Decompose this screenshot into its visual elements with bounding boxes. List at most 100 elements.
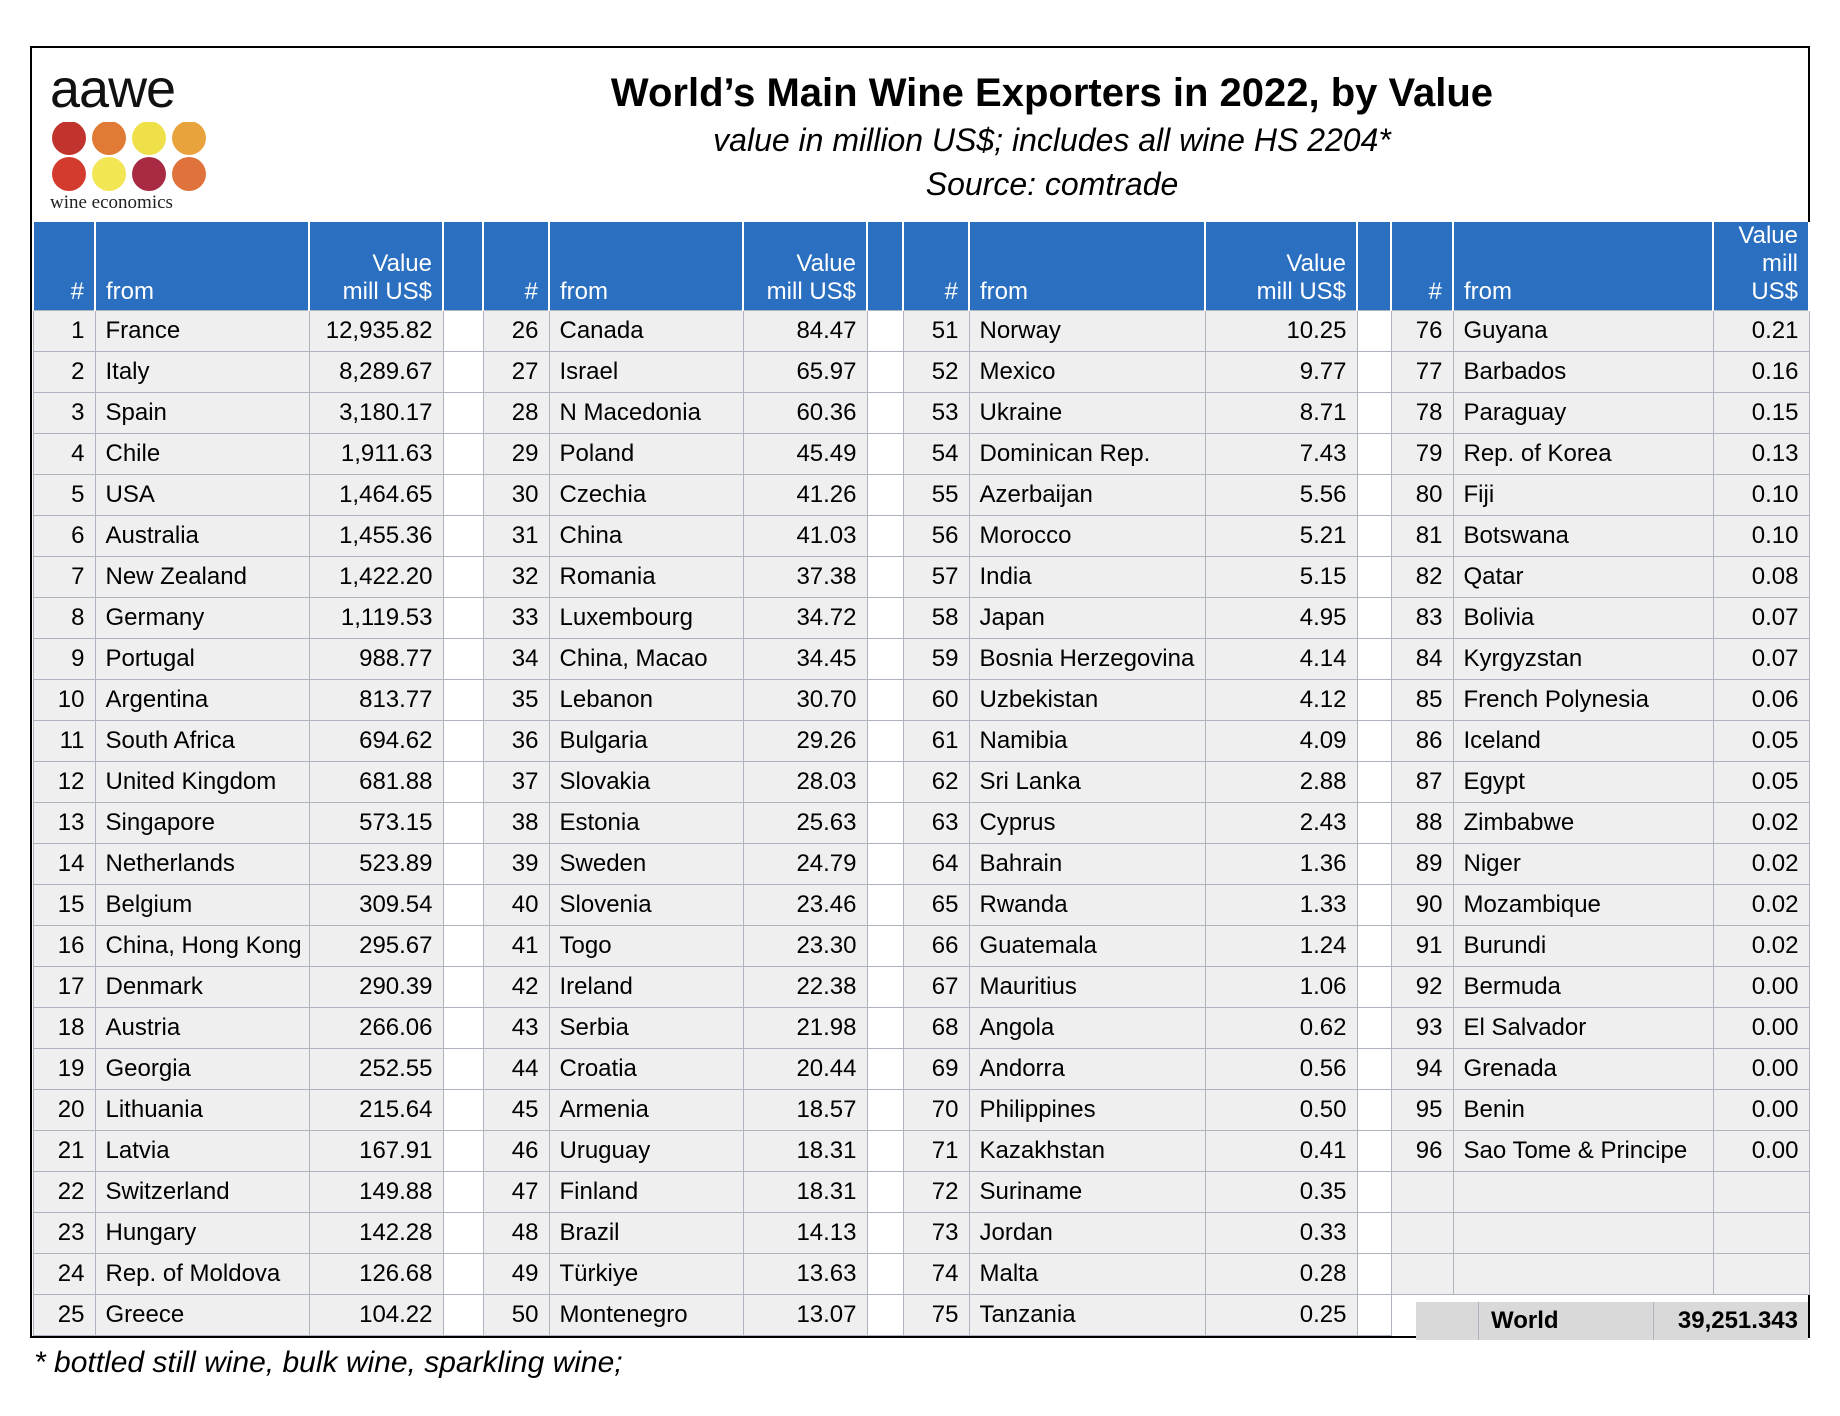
exporters-table: # from Value mill US$ # from Value mill US$ # fro…	[32, 222, 1810, 1336]
value-cell: 60.36	[742, 392, 868, 434]
value-cell: 84.47	[742, 310, 868, 352]
column-gap	[442, 720, 484, 762]
country-cell: Estonia	[548, 802, 744, 844]
world-value: 39,251.343	[1653, 1302, 1808, 1340]
value-cell: 2.88	[1204, 761, 1358, 803]
country-cell: Philippines	[968, 1089, 1206, 1131]
table-row: 12 United Kingdom 681.88 37 Slovakia 28.03 62 S…	[32, 761, 1810, 803]
rank-cell	[1390, 1253, 1454, 1295]
rank-cell: 58	[902, 597, 970, 639]
value-cell: 9.77	[1204, 351, 1358, 393]
country-cell: Namibia	[968, 720, 1206, 762]
value-cell: 0.06	[1712, 679, 1810, 721]
country-cell: China	[548, 515, 744, 557]
value-cell: 149.88	[308, 1171, 444, 1213]
rank-cell: 83	[1390, 597, 1454, 639]
column-gap	[1356, 966, 1392, 1008]
country-cell: Poland	[548, 433, 744, 475]
header-value: Value mill US$	[308, 222, 444, 311]
country-cell: Angola	[968, 1007, 1206, 1049]
column-gap	[442, 679, 484, 721]
rank-cell: 73	[902, 1212, 970, 1254]
country-cell: China, Macao	[548, 638, 744, 680]
country-cell: Singapore	[94, 802, 310, 844]
country-cell: Chile	[94, 433, 310, 475]
country-cell: Germany	[94, 597, 310, 639]
table-row: 5 USA 1,464.65 30 Czechia 41.26 55 Azerbaijan 5.…	[32, 474, 1810, 516]
country-cell: Czechia	[548, 474, 744, 516]
rank-cell: 1	[32, 310, 96, 352]
value-cell: 1.36	[1204, 843, 1358, 885]
rank-cell: 4	[32, 433, 96, 475]
column-gap	[866, 884, 904, 926]
value-cell: 1,464.65	[308, 474, 444, 516]
country-cell: Croatia	[548, 1048, 744, 1090]
logo-wordmark: aawe	[50, 59, 176, 119]
country-cell: Norway	[968, 310, 1206, 352]
column-gap	[1356, 597, 1392, 639]
column-gap	[442, 638, 484, 680]
value-cell: 41.03	[742, 515, 868, 557]
value-cell: 523.89	[308, 843, 444, 885]
column-gap	[866, 1130, 904, 1172]
country-cell: Rep. of Korea	[1452, 433, 1714, 475]
value-cell: 0.33	[1204, 1212, 1358, 1254]
rank-cell: 80	[1390, 474, 1454, 516]
value-cell: 4.95	[1204, 597, 1358, 639]
value-cell: 0.05	[1712, 761, 1810, 803]
column-gap	[1356, 1089, 1392, 1131]
rank-cell: 12	[32, 761, 96, 803]
column-gap	[1356, 310, 1392, 352]
country-cell: China, Hong Kong	[94, 925, 310, 967]
rank-cell: 69	[902, 1048, 970, 1090]
rank-cell: 21	[32, 1130, 96, 1172]
rank-cell: 30	[482, 474, 550, 516]
column-gap	[1356, 1253, 1392, 1295]
rank-cell: 40	[482, 884, 550, 926]
rank-cell: 78	[1390, 392, 1454, 434]
value-cell: 1,911.63	[308, 433, 444, 475]
column-gap	[1356, 392, 1392, 434]
rank-cell: 26	[482, 310, 550, 352]
column-gap	[866, 679, 904, 721]
country-cell: Luxembourg	[548, 597, 744, 639]
country-cell: Uzbekistan	[968, 679, 1206, 721]
header-value-line2: mill US$	[1256, 278, 1346, 305]
header-value: Value mill US$	[1204, 222, 1358, 311]
value-cell: 65.97	[742, 351, 868, 393]
logo-dot	[52, 122, 86, 155]
rank-cell: 71	[902, 1130, 970, 1172]
rank-cell: 68	[902, 1007, 970, 1049]
value-cell: 0.41	[1204, 1130, 1358, 1172]
world-rank-cell	[1416, 1302, 1478, 1340]
rank-cell: 85	[1390, 679, 1454, 721]
value-cell: 5.56	[1204, 474, 1358, 516]
header-rank: #	[32, 222, 96, 311]
country-cell: Japan	[968, 597, 1206, 639]
value-cell: 0.02	[1712, 802, 1810, 844]
rank-cell: 20	[32, 1089, 96, 1131]
column-gap	[866, 474, 904, 516]
table-row: 10 Argentina 813.77 35 Lebanon 30.70 60 Uzbekis…	[32, 679, 1810, 721]
column-gap	[866, 925, 904, 967]
rank-cell: 22	[32, 1171, 96, 1213]
country-cell: Mozambique	[1452, 884, 1714, 926]
rank-cell: 27	[482, 351, 550, 393]
rank-cell: 50	[482, 1294, 550, 1336]
column-gap	[1356, 720, 1392, 762]
column-gap	[1356, 351, 1392, 393]
rank-cell: 18	[32, 1007, 96, 1049]
country-cell: Netherlands	[94, 843, 310, 885]
value-cell: 0.00	[1712, 1089, 1810, 1131]
value-cell	[1712, 1253, 1810, 1295]
table-row: 9 Portugal 988.77 34 China, Macao 34.45 59 Bosn…	[32, 638, 1810, 680]
value-cell: 23.30	[742, 925, 868, 967]
value-cell: 215.64	[308, 1089, 444, 1131]
header-value-line2: mill US$	[342, 278, 432, 305]
column-gap	[866, 761, 904, 803]
rank-cell	[1390, 1212, 1454, 1254]
rank-cell: 96	[1390, 1130, 1454, 1172]
table-row: 22 Switzerland 149.88 47 Finland 18.31 72 Surin…	[32, 1171, 1810, 1213]
country-cell: Latvia	[94, 1130, 310, 1172]
country-cell: Argentina	[94, 679, 310, 721]
